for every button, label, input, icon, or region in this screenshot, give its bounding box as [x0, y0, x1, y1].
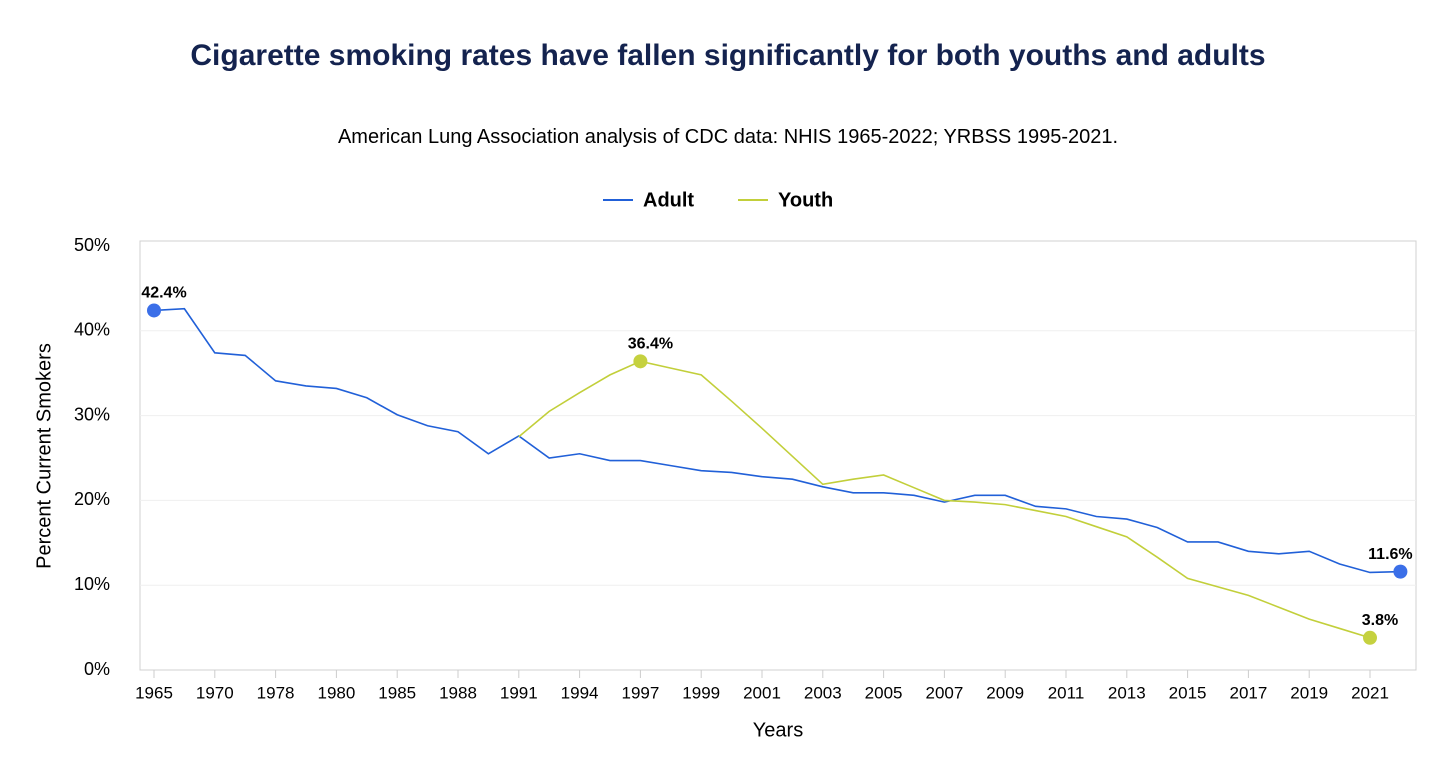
x-tick-label: 2001: [743, 683, 781, 702]
chart-subtitle: American Lung Association analysis of CD…: [337, 126, 1119, 148]
x-tick-label: 1970: [196, 683, 234, 702]
chart-title: Cigarette smoking rates have fallen sign…: [190, 39, 1266, 72]
x-axis-title: Years: [753, 719, 803, 741]
point-marker: [633, 354, 648, 369]
y-tick-label: 40%: [74, 320, 110, 340]
legend-label: Youth: [778, 189, 833, 211]
x-tick-label: 1978: [257, 683, 295, 702]
x-tick-label: 2009: [986, 683, 1024, 702]
data-label: 3.8%: [1362, 612, 1398, 629]
data-label: 11.6%: [1368, 546, 1412, 563]
x-tick-label: 1994: [561, 683, 599, 702]
legend-label: Adult: [643, 189, 694, 211]
plot-frame: [139, 240, 1417, 671]
y-tick-label: 50%: [74, 235, 110, 255]
y-tick-label: 10%: [74, 574, 110, 594]
y-tick-label: 30%: [74, 404, 110, 424]
series-line: [518, 360, 1371, 639]
x-tick-label: 1988: [439, 683, 477, 702]
x-tick-label: 2021: [1351, 683, 1389, 702]
x-tick-label: 2019: [1290, 683, 1328, 702]
x-tick-label: 2015: [1169, 683, 1207, 702]
x-tick-label: 1985: [378, 683, 416, 702]
data-label: 36.4%: [628, 336, 673, 353]
x-tick-label: 2007: [925, 683, 963, 702]
x-tick-label: 1997: [621, 683, 659, 702]
y-tick-label: 0%: [84, 659, 110, 679]
point-marker: [147, 303, 161, 318]
x-tick-label: 2017: [1229, 683, 1267, 702]
y-axis-title: Percent Current Smokers: [33, 343, 55, 569]
x-tick-label: 2013: [1108, 683, 1146, 702]
x-tick-label: 2003: [804, 683, 842, 702]
x-tick-label: 1965: [135, 683, 173, 702]
point-marker: [1393, 564, 1408, 579]
series-line: [153, 307, 1401, 574]
x-tick-label: 1991: [500, 683, 538, 702]
x-tick-label: 2011: [1048, 683, 1085, 702]
data-label: 42.4%: [141, 285, 186, 302]
y-tick-label: 20%: [74, 489, 110, 509]
x-tick-label: 2005: [865, 683, 903, 702]
x-tick-label: 1999: [682, 683, 720, 702]
point-marker: [1363, 630, 1377, 645]
x-tick-label: 1980: [317, 683, 355, 702]
